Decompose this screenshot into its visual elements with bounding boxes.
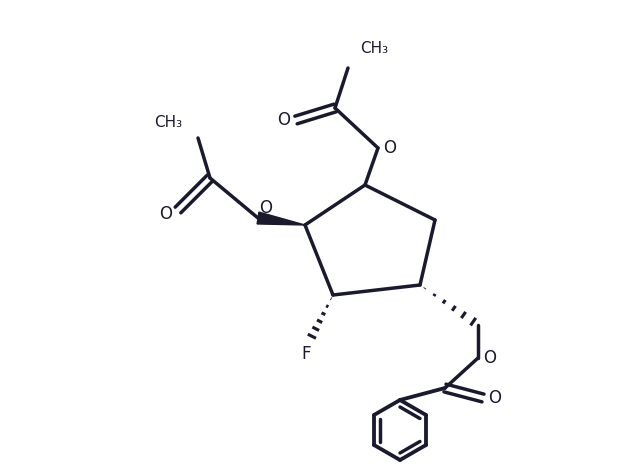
Text: O: O <box>483 349 497 367</box>
Text: O: O <box>259 199 273 217</box>
Polygon shape <box>257 212 305 225</box>
Text: O: O <box>383 139 397 157</box>
Text: CH₃: CH₃ <box>360 40 388 55</box>
Text: O: O <box>488 389 502 407</box>
Text: O: O <box>278 111 291 129</box>
Text: O: O <box>159 205 173 223</box>
Text: F: F <box>301 345 311 363</box>
Text: CH₃: CH₃ <box>154 115 182 130</box>
